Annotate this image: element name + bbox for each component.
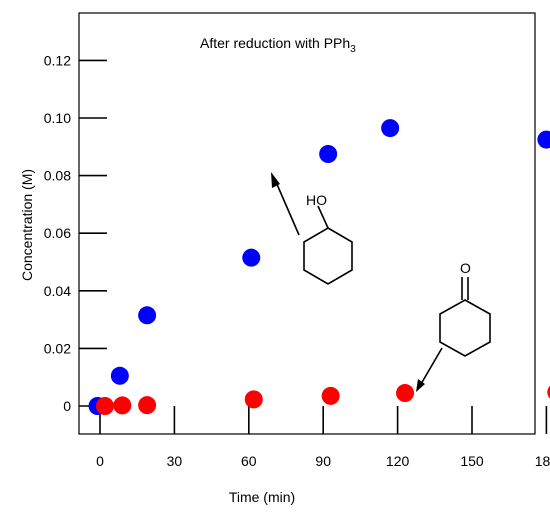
point-cyclohexanol [319,145,338,163]
x-tick-label: 150 [460,453,484,469]
y-tick-label: 0.04 [44,283,71,299]
point-cyclohexanone [138,396,157,415]
y-tick-label: 0.12 [44,52,71,68]
chart-title: After reduction with PPh3 [200,35,356,55]
point-cyclohexanol [242,248,261,267]
point-cyclohexanone [396,384,415,403]
arrow-head [271,172,280,188]
point-cyclohexanone [113,396,132,415]
point-cyclohexanone [95,397,114,415]
y-axis-label: Concentration (M) [19,169,35,281]
cyclohexanone-structure: O [416,260,491,392]
y-axis-ticks: 0 0.02 0.04 0.06 0.08 0.10 0.12 [44,52,107,414]
plot-frame [78,12,536,435]
point-cyclohexanone [244,390,263,409]
point-cyclohexanone [547,385,550,399]
x-tick-label: 30 [167,453,183,469]
arrow-head [416,379,425,392]
point-cyclohexanol [381,119,400,138]
point-cyclohexanone [321,386,340,405]
point-cyclohexanol [537,130,550,149]
y-tick-label: 0.10 [44,110,71,126]
x-tick-label: 0 [96,453,104,469]
data-points [88,119,550,415]
x-tick-label: 60 [241,453,257,469]
y-tick-label: 0 [63,398,71,414]
hydroxyl-label: HO [306,192,327,208]
carbonyl-label: O [460,260,471,276]
x-tick-label: 120 [386,453,410,469]
chart-title-subscript: 3 [350,44,356,55]
y-tick-label: 0.08 [44,168,71,184]
cyclohexanol-structure: HO [271,172,353,285]
point-cyclohexanol [110,366,129,385]
x-axis-ticks: 0 30 60 90 120 150 180 [96,406,550,469]
y-tick-label: 0.02 [44,340,71,356]
point-cyclohexanol [138,306,157,325]
x-axis-label: Time (min) [229,489,295,505]
x-tick-label: 180 [535,453,550,469]
y-tick-label: 0.06 [44,225,71,241]
x-tick-label: 90 [315,453,331,469]
